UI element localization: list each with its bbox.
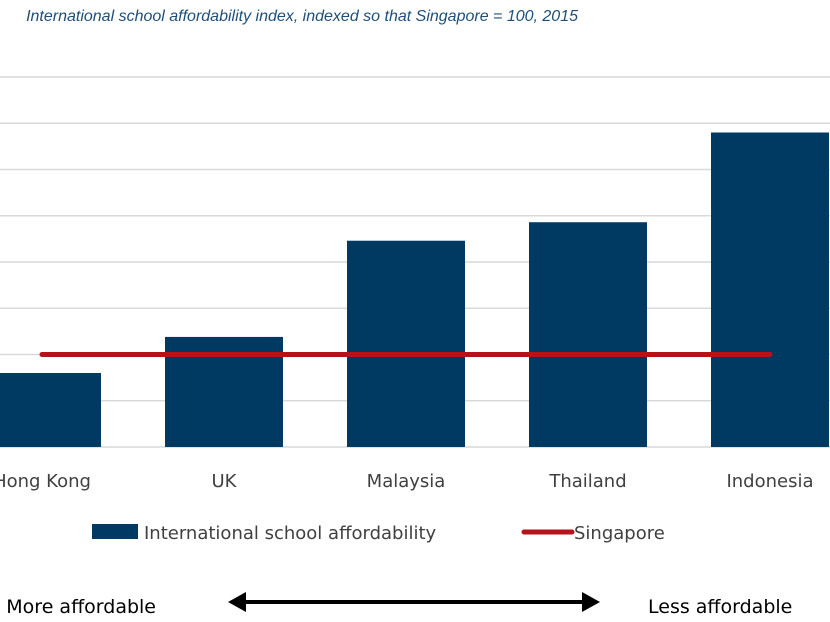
bars bbox=[0, 132, 829, 447]
bar-hong-kong bbox=[0, 373, 101, 447]
x-tick-label: Malaysia bbox=[367, 471, 446, 492]
arrow-head-right-icon bbox=[582, 592, 600, 612]
less-affordable-label: Less affordable bbox=[648, 596, 792, 618]
bar-thailand bbox=[529, 222, 647, 447]
x-tick-label: Hong Kong bbox=[0, 471, 91, 492]
x-axis-labels: Hong Kong UK Malaysia Thailand Indonesia bbox=[0, 471, 814, 492]
affordability-annotation: More affordable Less affordable bbox=[6, 592, 792, 618]
x-tick-label: UK bbox=[212, 471, 238, 492]
chart-title: International school affordability index… bbox=[26, 8, 578, 25]
x-tick-label: Indonesia bbox=[726, 471, 813, 492]
arrow-head-left-icon bbox=[228, 592, 246, 612]
legend: International school affordability Singa… bbox=[92, 523, 665, 544]
legend-label-singapore: Singapore bbox=[574, 523, 665, 544]
bar-indonesia bbox=[711, 132, 829, 447]
legend-swatch-bar bbox=[92, 524, 138, 539]
legend-label-affordability: International school affordability bbox=[144, 523, 437, 544]
x-tick-label: Thailand bbox=[548, 471, 626, 492]
more-affordable-label: More affordable bbox=[6, 596, 156, 618]
bar-malaysia bbox=[347, 240, 465, 447]
